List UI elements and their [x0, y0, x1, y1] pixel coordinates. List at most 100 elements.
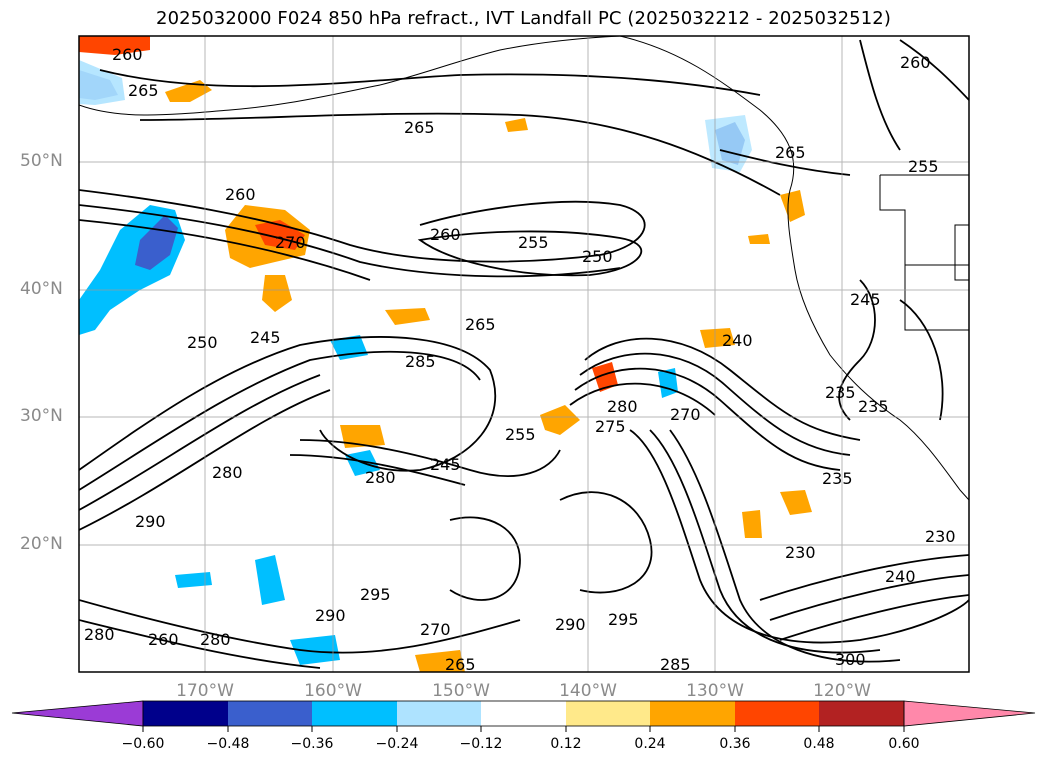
colorbar-tick-label: −0.24 [375, 736, 419, 752]
contour-label: 285 [660, 655, 691, 674]
contour-label: 260 [112, 45, 143, 64]
colorbar-extend-left [11, 700, 144, 727]
contour-label: 260 [900, 53, 931, 72]
colorbar-tick-label: 0.36 [719, 736, 751, 752]
lon-label-120w: 120°W [813, 681, 871, 701]
colorbar-ticks [142, 726, 905, 732]
contour-label: 245 [250, 328, 281, 347]
colorbar-tick-label: −0.48 [206, 736, 250, 752]
contour-label: 270 [420, 620, 451, 639]
contour-label: 235 [858, 397, 889, 416]
contour-label: 290 [555, 615, 586, 634]
contour-label: 245 [850, 290, 881, 309]
patch-blue-bottom2 [290, 635, 340, 665]
contour-label: 235 [825, 383, 856, 402]
contour-label: 295 [608, 610, 639, 629]
contour-label: 280 [212, 463, 243, 482]
lon-label-140w: 140°W [559, 681, 617, 701]
contour-label: 240 [885, 567, 916, 586]
coastlines [79, 36, 969, 501]
contour-label: 285 [405, 352, 436, 371]
lon-label-170w: 170°W [176, 681, 234, 701]
contour-lines [79, 39, 969, 669]
contour-label: 250 [582, 247, 613, 266]
colorbar-tick-label: 0.12 [550, 736, 582, 752]
patch-navy-left-mid [135, 215, 178, 270]
patch-blue-bottom [255, 555, 285, 605]
patch-orange-285 [262, 275, 292, 312]
patch-orange-topleft [79, 36, 150, 55]
patch-orange-small1 [505, 118, 528, 132]
colorbar-tick-label: 0.48 [803, 736, 835, 752]
map-frame [78, 35, 970, 673]
patch-orange-coast [780, 190, 805, 222]
contour-label: 270 [275, 233, 306, 252]
patch-red-center [592, 362, 618, 392]
patch-orange-lowright2 [742, 510, 762, 538]
contour-label: 255 [908, 157, 939, 176]
patch-orange-center [540, 405, 580, 435]
contour-label: 265 [775, 143, 806, 162]
colorbar-segment [228, 701, 312, 726]
patch-lightblue-tr [705, 115, 752, 172]
patch-lightblue-topleft [79, 60, 125, 105]
lon-label-130w: 130°W [686, 681, 744, 701]
shaded-anomaly-patches [79, 36, 812, 672]
contour-label: 295 [360, 585, 391, 604]
colorbar-tick-label: −0.60 [121, 736, 165, 752]
colorbar-segment [143, 701, 228, 726]
contour-label: 270 [670, 405, 701, 424]
lat-label-20n: 20°N [20, 534, 63, 554]
contour-label: 230 [785, 543, 816, 562]
colorbar-segment [650, 701, 735, 726]
colorbar-segment [481, 701, 566, 726]
contour-label: 280 [607, 397, 638, 416]
patch-blue-bottomleft [175, 572, 212, 588]
map-background [79, 36, 969, 672]
lat-label-50n: 50°N [20, 151, 63, 171]
contour-label: 265 [404, 118, 435, 137]
contour-label: 245 [430, 455, 461, 474]
map-content: 260 265 265 260 255 265 260 270 260 255 … [79, 36, 969, 674]
colorbar-segment [566, 701, 650, 726]
contour-label: 230 [925, 527, 956, 546]
figure-title: 2025032000 F024 850 hPa refract., IVT La… [156, 8, 891, 29]
grid-lines [79, 36, 969, 672]
contour-label: 255 [505, 425, 536, 444]
lon-label-150w: 150°W [432, 681, 490, 701]
contour-label: 265 [128, 81, 159, 100]
colorbar-frame [142, 700, 905, 727]
contour-label: 275 [595, 417, 626, 436]
lon-label-160w: 160°W [304, 681, 362, 701]
contour-label: 280 [200, 630, 231, 649]
contour-label: 260 [148, 630, 179, 649]
contour-label: 235 [822, 469, 853, 488]
contour-label: 290 [315, 606, 346, 625]
contour-label: 255 [518, 233, 549, 252]
lat-label-40n: 40°N [20, 279, 63, 299]
colorbar-tick-label: −0.12 [459, 736, 503, 752]
contour-label: 300 [835, 650, 866, 669]
patch-orange-small2 [748, 234, 770, 244]
colorbar-segment [735, 701, 819, 726]
patch-orange-240 [700, 328, 735, 348]
colorbar-tick-label: 0.24 [634, 736, 666, 752]
patch-orange-bottom [415, 650, 465, 672]
colorbar-segment [819, 701, 904, 726]
colorbar-segment [312, 701, 397, 726]
contour-label: 240 [722, 331, 753, 350]
contour-label: 290 [135, 512, 166, 531]
colorbar-segment [397, 701, 481, 726]
contour-label: 265 [445, 655, 476, 674]
contour-label: 280 [84, 625, 115, 644]
contour-label: 265 [465, 315, 496, 334]
colorbar-tick-label: −0.36 [290, 736, 334, 752]
contour-label-group: 260 265 265 260 255 265 260 270 260 255 … [84, 45, 956, 674]
patch-orange-lowright [780, 490, 812, 515]
contour-label: 260 [430, 225, 461, 244]
patch-orange-mid [385, 308, 430, 325]
contour-label: 250 [187, 333, 218, 352]
colorbar-extend-right [903, 700, 1036, 727]
